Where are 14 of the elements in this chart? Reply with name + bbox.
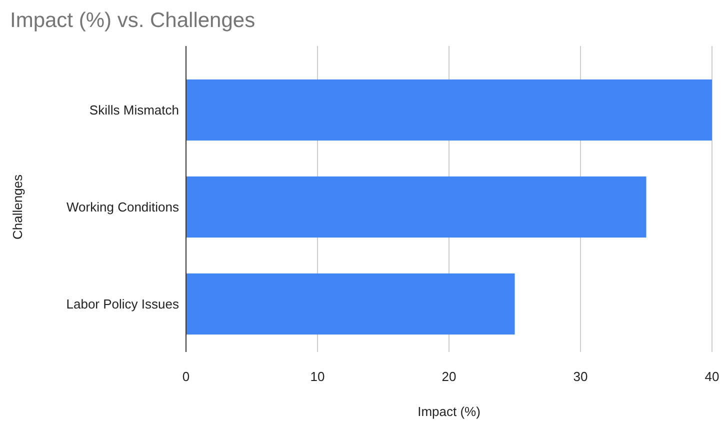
bar: [186, 273, 515, 335]
bar: [186, 79, 712, 141]
x-tick-label: 0: [182, 369, 190, 384]
chart-title: Impact (%) vs. Challenges: [10, 9, 256, 32]
x-tick-label: 20: [442, 369, 456, 384]
y-tick-label: Working Conditions: [66, 200, 180, 215]
bar: [186, 176, 646, 238]
y-tick-label: Skills Mismatch: [89, 102, 179, 118]
x-axis-title: Impact (%): [418, 404, 480, 419]
y-axis-title: Challenges: [10, 174, 25, 240]
y-tick-label: Labor Policy Issues: [66, 296, 180, 312]
x-tick-label: 10: [310, 369, 325, 384]
x-tick-label: 30: [573, 369, 588, 384]
x-tick-label: 40: [704, 369, 720, 384]
